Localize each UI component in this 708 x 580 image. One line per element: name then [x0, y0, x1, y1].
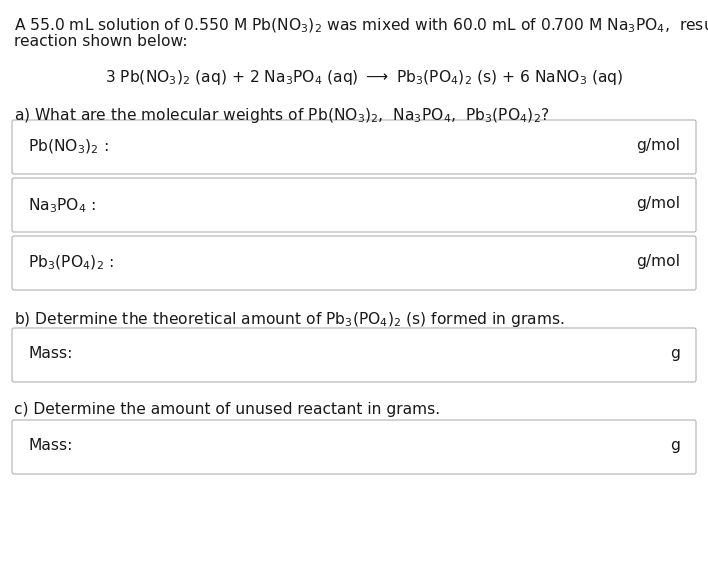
Text: g/mol: g/mol [636, 196, 680, 211]
Text: c) Determine the amount of unused reactant in grams.: c) Determine the amount of unused reacta… [14, 402, 440, 417]
Text: A 55.0 mL solution of 0.550 M Pb(NO$_3$)$_2$ was mixed with 60.0 mL of 0.700 M N: A 55.0 mL solution of 0.550 M Pb(NO$_3$)… [14, 16, 708, 35]
FancyBboxPatch shape [12, 328, 696, 382]
Text: Mass:: Mass: [28, 438, 72, 453]
Text: reaction shown below:: reaction shown below: [14, 34, 188, 49]
FancyBboxPatch shape [12, 120, 696, 174]
Text: Na$_3$PO$_4$ :: Na$_3$PO$_4$ : [28, 196, 96, 215]
Text: 3 Pb(NO$_3$)$_2$ (aq) + 2 Na$_3$PO$_4$ (aq) $\longrightarrow$ Pb$_3$(PO$_4$)$_2$: 3 Pb(NO$_3$)$_2$ (aq) + 2 Na$_3$PO$_4$ (… [105, 68, 624, 87]
FancyBboxPatch shape [12, 178, 696, 232]
Text: g/mol: g/mol [636, 254, 680, 269]
Text: Pb(NO$_3$)$_2$ :: Pb(NO$_3$)$_2$ : [28, 138, 108, 157]
Text: b) Determine the theoretical amount of Pb$_3$(PO$_4$)$_2$ (s) formed in grams.: b) Determine the theoretical amount of P… [14, 310, 565, 329]
Text: Mass:: Mass: [28, 346, 72, 361]
Text: g: g [670, 438, 680, 453]
Text: Pb$_3$(PO$_4$)$_2$ :: Pb$_3$(PO$_4$)$_2$ : [28, 254, 114, 273]
Text: g: g [670, 346, 680, 361]
Text: g/mol: g/mol [636, 138, 680, 153]
FancyBboxPatch shape [12, 420, 696, 474]
FancyBboxPatch shape [12, 236, 696, 290]
Text: a) What are the molecular weights of Pb(NO$_3$)$_2$,  Na$_3$PO$_4$,  Pb$_3$(PO$_: a) What are the molecular weights of Pb(… [14, 106, 549, 125]
